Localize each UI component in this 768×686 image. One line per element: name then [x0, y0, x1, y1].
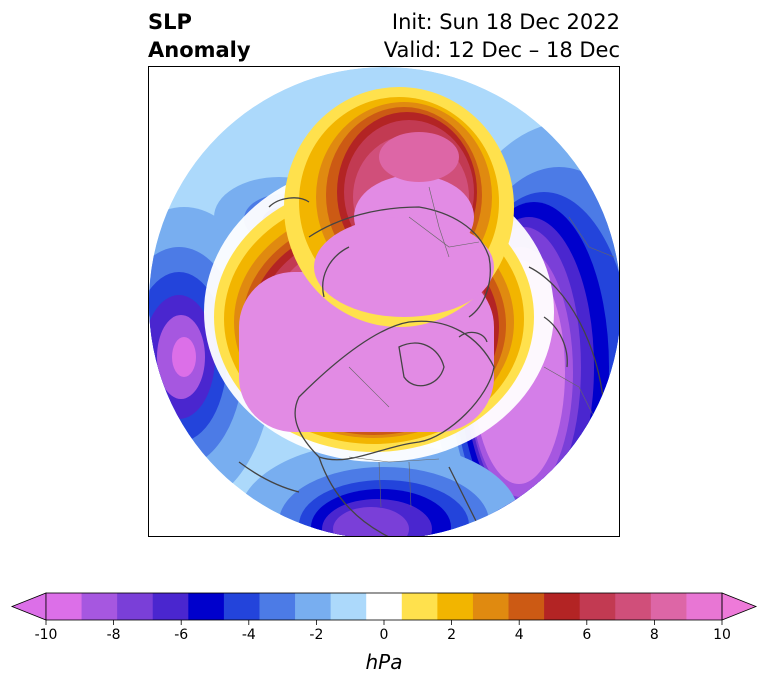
colorbar-tick-label: -4	[241, 627, 256, 643]
colorbar-segment	[188, 593, 225, 620]
colorbar-tick-label: -6	[174, 627, 189, 643]
map-title: SLP Anomaly	[148, 8, 251, 64]
colorbar	[10, 592, 758, 625]
colorbar-segment	[401, 593, 438, 620]
anomaly-field	[149, 67, 619, 536]
colorbar-segment	[544, 593, 581, 620]
colorbar-tick-label: 2	[447, 627, 457, 643]
colorbar-tick-label: 6	[582, 627, 592, 643]
colorbar-segments	[10, 592, 758, 625]
map-title-line1: SLP	[148, 10, 192, 34]
north-america-low	[239, 442, 519, 536]
colorbar-segment	[117, 593, 154, 620]
colorbar-tick-label: 0	[379, 627, 389, 643]
slp-anomaly-map	[149, 67, 619, 536]
colorbar-segment	[152, 593, 189, 620]
colorbar-segment	[330, 593, 367, 620]
init-date-label: Init: Sun 18 Dec 2022	[391, 10, 620, 34]
colorbar-tick-label: -10	[34, 627, 58, 643]
map-title-line2: Anomaly	[148, 38, 251, 62]
colorbar-unit-label: hPa	[365, 650, 403, 674]
colorbar-lower-extend	[10, 592, 47, 621]
colorbar-tick-label: -2	[309, 627, 324, 643]
colorbar-tick-label: 4	[514, 627, 524, 643]
colorbar-segment	[686, 593, 723, 620]
colorbar-tick-label: -8	[106, 627, 121, 643]
colorbar-segment	[579, 593, 616, 620]
colorbar-segment	[508, 593, 545, 620]
colorbar-segment	[46, 593, 83, 620]
coastlines	[238, 197, 605, 536]
colorbar-segment	[366, 593, 403, 620]
map-subtitle: Init: Sun 18 Dec 2022 Valid: 12 Dec – 18…	[384, 8, 620, 64]
colorbar-segment	[81, 593, 118, 620]
borders	[348, 186, 615, 508]
colorbar-tick-label: 10	[713, 627, 731, 643]
colorbar-segment	[650, 593, 687, 620]
colorbar-segment	[615, 593, 652, 620]
colorbar-segment	[295, 593, 332, 620]
colorbar-segment	[259, 593, 296, 620]
colorbar-segment	[472, 593, 510, 620]
valid-range-label: Valid: 12 Dec – 18 Dec	[383, 38, 620, 62]
colorbar-tick-label: 8	[649, 627, 659, 643]
colorbar-segment	[437, 593, 474, 620]
colorbar-segment	[223, 593, 260, 620]
map-panel[interactable]	[148, 66, 620, 537]
colorbar-upper-extend	[721, 592, 758, 621]
